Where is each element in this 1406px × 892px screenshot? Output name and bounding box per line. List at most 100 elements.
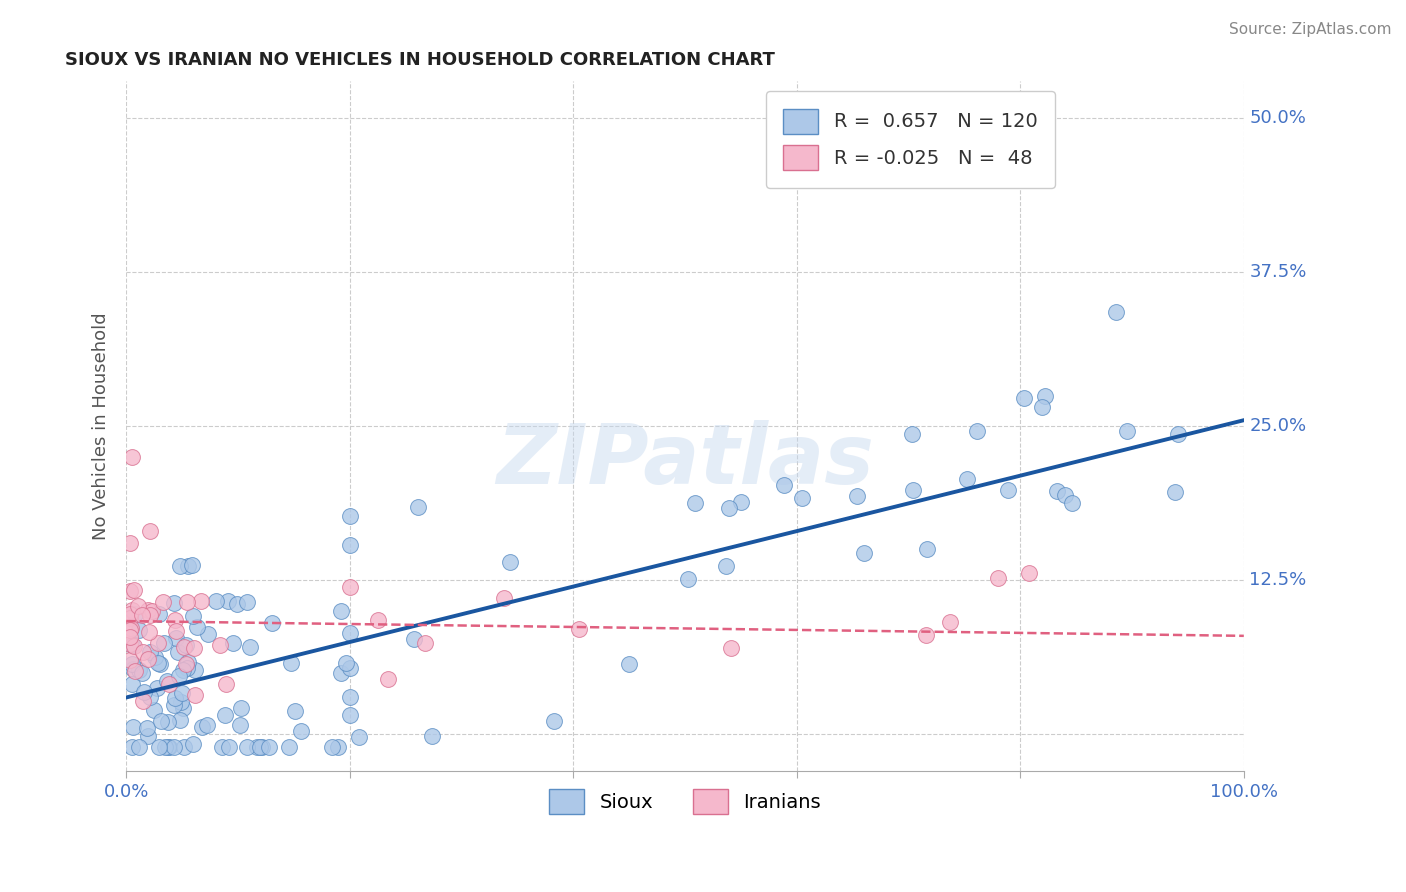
Point xyxy=(1014,391,1036,405)
Point xyxy=(121,450,143,465)
Point xyxy=(177,655,200,669)
Point xyxy=(568,623,591,637)
Point xyxy=(413,635,436,649)
Point xyxy=(1060,496,1083,510)
Point xyxy=(163,596,186,610)
Point xyxy=(339,690,361,704)
Point xyxy=(128,623,150,637)
Point xyxy=(347,731,370,745)
Point xyxy=(339,580,361,594)
Point xyxy=(143,703,166,717)
Point xyxy=(148,739,170,754)
Point xyxy=(239,640,262,655)
Point xyxy=(181,608,204,623)
Point xyxy=(730,495,752,509)
Point xyxy=(121,676,143,690)
Point xyxy=(367,613,389,627)
Text: 25.0%: 25.0% xyxy=(1250,417,1306,435)
Point xyxy=(122,583,145,598)
Point xyxy=(181,558,204,572)
Point xyxy=(121,739,143,754)
Point xyxy=(846,489,869,503)
Point xyxy=(136,652,159,666)
Point xyxy=(195,717,218,731)
Point xyxy=(139,645,162,659)
Point xyxy=(257,739,280,754)
Point xyxy=(208,638,231,652)
Point xyxy=(716,559,738,574)
Point xyxy=(169,669,191,683)
Point xyxy=(966,425,988,439)
Point xyxy=(205,594,228,608)
Point xyxy=(177,558,200,573)
Point xyxy=(131,666,153,681)
Point xyxy=(170,685,193,699)
Point xyxy=(172,663,194,677)
Text: SIOUX VS IRANIAN NO VEHICLES IN HOUSEHOLD CORRELATION CHART: SIOUX VS IRANIAN NO VEHICLES IN HOUSEHOL… xyxy=(65,51,775,69)
Point xyxy=(124,607,146,621)
Point xyxy=(1031,400,1053,414)
Point xyxy=(139,524,162,538)
Point xyxy=(118,611,141,625)
Point xyxy=(157,739,180,754)
Point xyxy=(246,739,269,754)
Point xyxy=(330,666,353,681)
Point xyxy=(132,685,155,699)
Point xyxy=(156,739,179,754)
Point xyxy=(335,657,357,671)
Point xyxy=(229,718,252,732)
Point xyxy=(131,607,153,622)
Point xyxy=(176,661,198,675)
Point xyxy=(1018,566,1040,580)
Point xyxy=(339,661,361,675)
Point xyxy=(956,472,979,486)
Point xyxy=(1164,484,1187,499)
Point xyxy=(939,615,962,629)
Text: 12.5%: 12.5% xyxy=(1250,572,1306,590)
Point xyxy=(135,721,157,735)
Point xyxy=(157,677,180,691)
Point xyxy=(136,729,159,743)
Point xyxy=(149,657,172,671)
Point xyxy=(492,591,515,605)
Point xyxy=(225,597,247,611)
Point xyxy=(174,638,197,652)
Point xyxy=(215,677,238,691)
Point xyxy=(987,571,1010,585)
Point xyxy=(339,626,361,640)
Point xyxy=(132,645,155,659)
Point xyxy=(339,538,361,552)
Point xyxy=(236,739,259,754)
Point xyxy=(183,640,205,655)
Point xyxy=(120,621,142,635)
Point xyxy=(153,636,176,650)
Point xyxy=(118,607,141,622)
Point xyxy=(404,632,426,647)
Point xyxy=(167,645,190,659)
Text: ZIPatlas: ZIPatlas xyxy=(496,420,875,501)
Point xyxy=(211,739,233,754)
Point xyxy=(186,620,208,634)
Point xyxy=(122,720,145,734)
Point xyxy=(278,739,301,754)
Point xyxy=(284,704,307,718)
Point xyxy=(141,604,163,618)
Point xyxy=(853,546,876,560)
Point xyxy=(231,700,253,714)
Point xyxy=(118,623,141,637)
Point xyxy=(377,672,399,686)
Point xyxy=(121,603,143,617)
Point xyxy=(124,664,146,678)
Text: 37.5%: 37.5% xyxy=(1250,263,1306,281)
Point xyxy=(1046,484,1069,499)
Point xyxy=(173,739,195,754)
Point xyxy=(152,595,174,609)
Point xyxy=(678,573,700,587)
Point xyxy=(127,599,149,614)
Point xyxy=(191,720,214,734)
Text: Source: ZipAtlas.com: Source: ZipAtlas.com xyxy=(1229,22,1392,37)
Point xyxy=(218,739,240,754)
Point xyxy=(165,631,187,645)
Point xyxy=(499,555,522,569)
Point xyxy=(122,662,145,676)
